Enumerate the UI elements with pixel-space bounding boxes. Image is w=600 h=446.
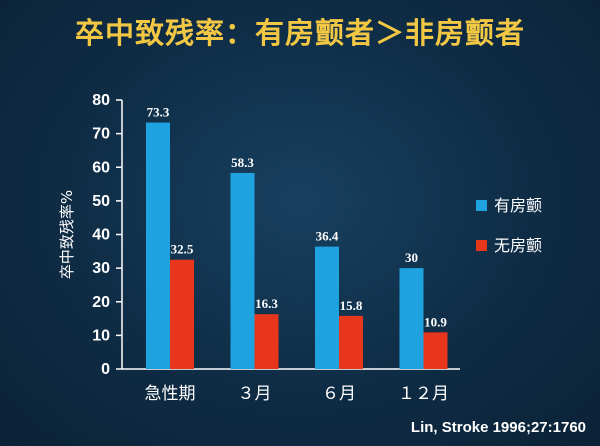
legend-swatch — [476, 200, 487, 211]
bar-without-af — [423, 332, 448, 369]
y-tick-label: 10 — [92, 327, 110, 344]
y-axis-title: 卒中致残率% — [58, 190, 76, 279]
y-tick-label: 30 — [92, 260, 110, 277]
data-label: 30 — [405, 250, 418, 265]
data-label: 58.3 — [231, 155, 254, 170]
data-label: 10.9 — [424, 314, 447, 329]
y-tick-label: 70 — [92, 126, 110, 143]
data-label: 32.5 — [171, 242, 194, 257]
bar-with-af — [146, 122, 170, 369]
bar-with-af — [315, 246, 339, 369]
bar-without-af — [254, 314, 279, 369]
citation: Lin, Stroke 1996;27:1760 — [410, 419, 586, 436]
x-tick-label: ６月 — [322, 384, 356, 404]
legend-label: 无房颤 — [494, 236, 542, 255]
data-label: 15.8 — [340, 298, 363, 313]
chart-axes: 0 10 20 30 40 50 60 70 80 卒中致残率% — [58, 92, 460, 378]
y-tick-label: 40 — [92, 227, 110, 244]
legend-label: 有房颤 — [494, 196, 542, 215]
bar-without-af — [170, 259, 194, 369]
data-label: 73.3 — [147, 105, 170, 120]
x-tick-label: １２月 — [398, 384, 449, 404]
chart-labels: 73.3 32.5 急性期 58.3 16.3 ３月 36.4 15.8 ６月 30 10.9 １２月 — [145, 105, 450, 404]
x-tick-label: 急性期 — [145, 384, 196, 404]
y-tick-label: 20 — [92, 294, 110, 311]
y-tick-label: 50 — [92, 193, 110, 210]
chart-bars — [146, 122, 448, 369]
bar-without-af — [339, 315, 363, 369]
bar-with-af — [230, 172, 255, 369]
legend-swatch — [476, 240, 487, 251]
chart-title: 卒中致残率：有房颤者＞非房颤者 — [74, 16, 525, 50]
x-tick-label: ３月 — [238, 384, 272, 404]
data-label: 16.3 — [255, 296, 278, 311]
y-tick-label: 60 — [92, 159, 110, 176]
bar-with-af — [399, 268, 424, 369]
y-tick-label: 0 — [101, 361, 110, 378]
y-tick-label: 80 — [92, 92, 110, 109]
data-label: 36.4 — [316, 229, 339, 244]
